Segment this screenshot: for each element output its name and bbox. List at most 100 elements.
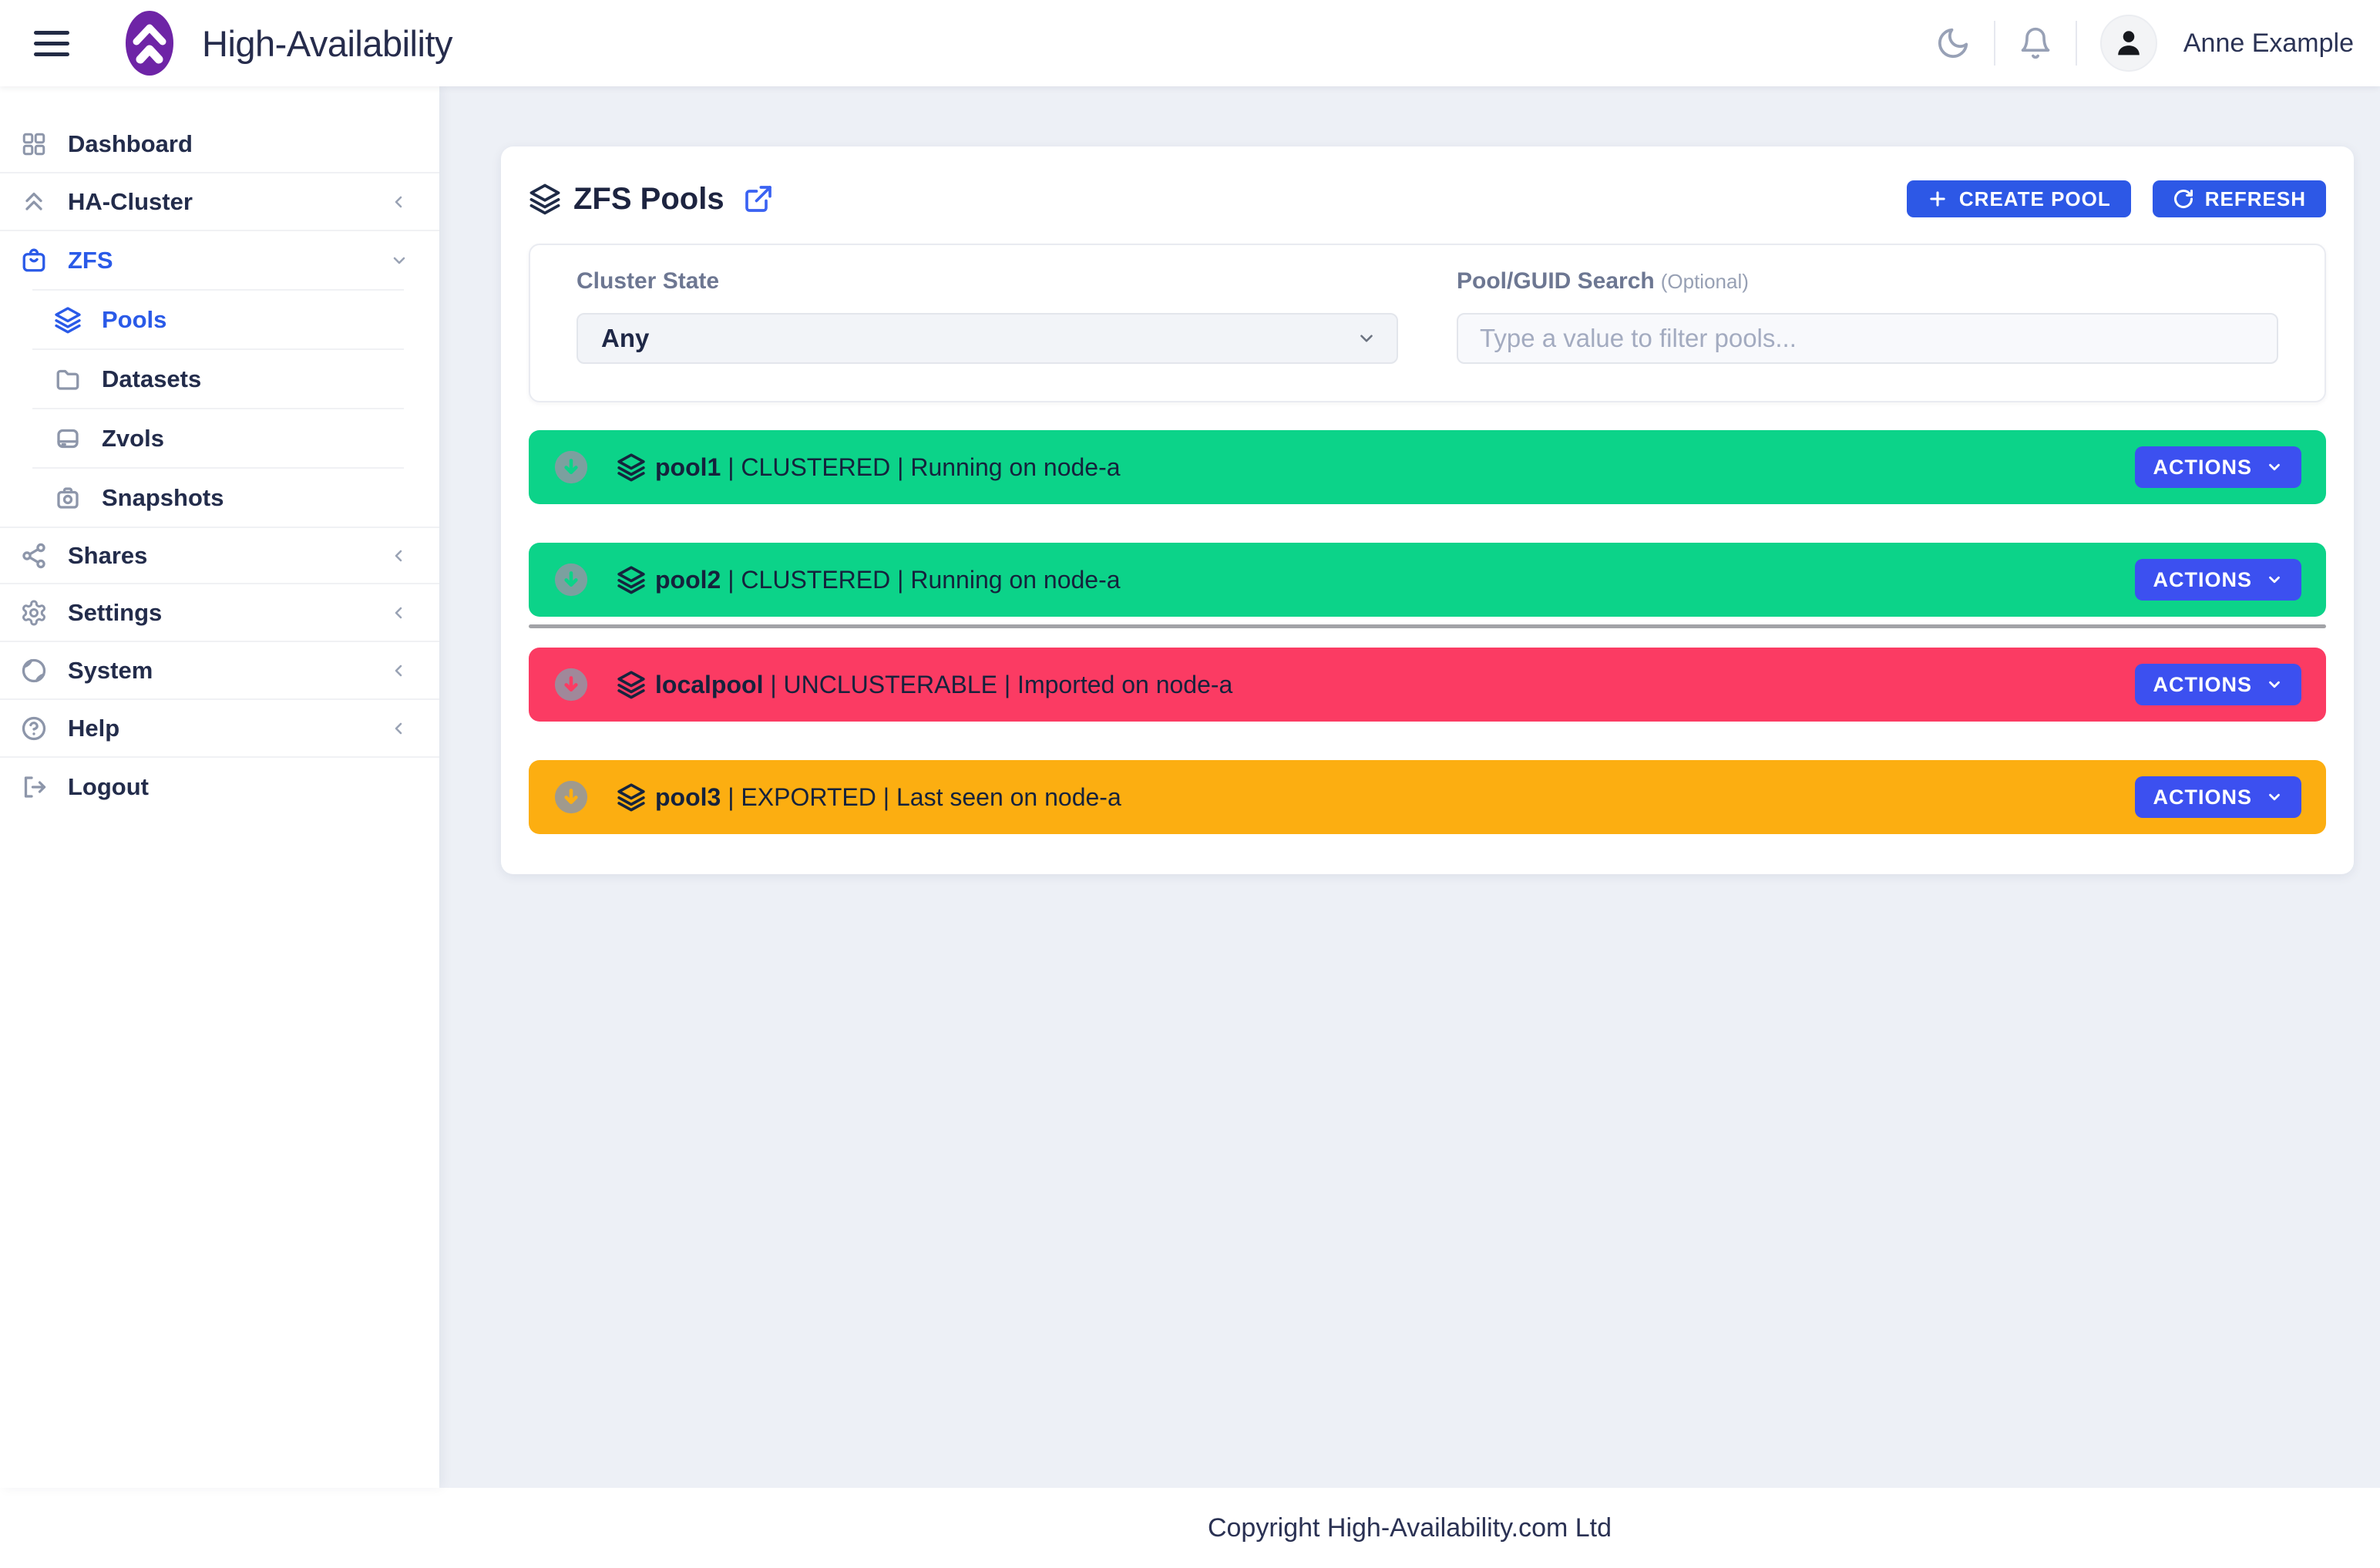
app-logo: [125, 10, 174, 76]
sidebar-item-label: Zvols: [102, 424, 164, 452]
footer: Copyright High-Availability.com Ltd: [0, 1488, 2380, 1568]
create-pool-label: CREATE POOL: [1958, 187, 2111, 210]
sidebar-item-zvols[interactable]: Zvols: [0, 409, 439, 467]
pool-status: | CLUSTERED | Running on node-a: [721, 453, 1121, 481]
layers-icon: [617, 565, 646, 594]
expand-pool-icon[interactable]: [553, 667, 589, 702]
filter-panel: Cluster State Any Pool/GUID Search (Optio…: [529, 244, 2326, 402]
actions-label: ACTIONS: [2153, 672, 2252, 696]
pool-list: pool1 | CLUSTERED | Running on node-a AC…: [529, 430, 2326, 834]
globe-icon: [20, 657, 48, 685]
sidebar-item-zfs[interactable]: ZFS: [0, 231, 439, 289]
divider: [32, 289, 404, 291]
sidebar-item-dashboard[interactable]: Dashboard: [0, 116, 439, 173]
chevron-left-icon: [390, 193, 408, 211]
sidebar: Dashboard HA-Cluster ZFS Pools Datasets: [0, 86, 439, 1488]
refresh-label: REFRESH: [2204, 187, 2306, 210]
pool-group-divider: [529, 624, 2326, 628]
expand-pool-icon[interactable]: [553, 562, 589, 597]
card-header: ZFS Pools CREATE POOL REFRESH: [529, 174, 2326, 224]
pool-name: localpool: [655, 670, 764, 698]
sidebar-item-label: Snapshots: [102, 483, 224, 511]
moon-icon[interactable]: [1935, 25, 1971, 61]
copyright-text: Copyright High-Availability.com Ltd: [1207, 1512, 1612, 1543]
menu-icon[interactable]: [34, 30, 69, 56]
external-link-icon[interactable]: [743, 183, 774, 214]
bag-icon: [20, 247, 48, 274]
cluster-state-label: Cluster State: [577, 268, 720, 294]
expand-pool-icon[interactable]: [553, 449, 589, 485]
pool-row: pool3 | EXPORTED | Last seen on node-a A…: [529, 760, 2326, 834]
app-title: High-Availability: [202, 22, 453, 64]
divider: [32, 408, 404, 409]
pool-name: pool2: [655, 565, 721, 594]
chevron-left-icon: [390, 547, 408, 565]
sidebar-item-system[interactable]: System: [0, 642, 439, 700]
layers-icon: [617, 782, 646, 812]
pool-row: localpool | UNCLUSTERABLE | Imported on …: [529, 648, 2326, 722]
pool-actions-button[interactable]: ACTIONS: [2134, 776, 2301, 818]
divider: [32, 348, 404, 350]
logout-icon: [20, 773, 48, 801]
chevron-down-icon: [1356, 328, 1377, 348]
pool-actions-button[interactable]: ACTIONS: [2134, 664, 2301, 705]
help-circle-icon: [20, 715, 48, 742]
pool-name: pool1: [655, 453, 721, 481]
pool-status: | UNCLUSTERABLE | Imported on node-a: [763, 670, 1233, 698]
refresh-button[interactable]: REFRESH: [2152, 180, 2326, 217]
cluster-state-field: Cluster State Any: [577, 268, 1398, 364]
actions-label: ACTIONS: [2153, 567, 2252, 591]
pool-actions-button[interactable]: ACTIONS: [2134, 446, 2301, 488]
folder-icon: [54, 365, 82, 393]
actions-label: ACTIONS: [2153, 785, 2252, 809]
sidebar-item-help[interactable]: Help: [0, 700, 439, 758]
chevron-left-icon: [390, 604, 408, 622]
pool-status: | EXPORTED | Last seen on node-a: [721, 782, 1121, 811]
bell-icon[interactable]: [2019, 26, 2052, 60]
chevrons-up-icon: [20, 188, 48, 216]
layers-icon: [529, 183, 561, 215]
create-pool-button[interactable]: CREATE POOL: [1906, 180, 2131, 217]
sidebar-item-settings[interactable]: Settings: [0, 584, 439, 642]
sidebar-item-label: Dashboard: [68, 130, 193, 157]
sidebar-item-label: Shares: [68, 541, 148, 569]
page-title: ZFS Pools: [573, 181, 724, 216]
sidebar-item-ha-cluster[interactable]: HA-Cluster: [0, 173, 439, 231]
actions-label: ACTIONS: [2153, 455, 2252, 479]
layers-icon: [617, 670, 646, 699]
pool-status: | CLUSTERED | Running on node-a: [721, 565, 1121, 594]
camera-icon: [54, 484, 82, 512]
divider: [2075, 21, 2077, 66]
zfs-pools-card: ZFS Pools CREATE POOL REFRESH Cluster St…: [501, 146, 2354, 874]
grid-icon: [20, 130, 48, 158]
pool-search-field: Pool/GUID Search (Optional): [1457, 268, 2278, 364]
chevron-left-icon: [390, 719, 408, 738]
divider: [32, 467, 404, 469]
user-name: Anne Example: [2183, 28, 2354, 58]
sidebar-item-label: HA-Cluster: [68, 187, 193, 215]
sidebar-item-snapshots[interactable]: Snapshots: [0, 469, 439, 527]
pool-actions-button[interactable]: ACTIONS: [2134, 559, 2301, 601]
pool-search-input[interactable]: [1457, 313, 2278, 364]
divider: [1993, 21, 1995, 66]
sidebar-item-label: Pools: [102, 305, 167, 333]
pool-row: pool1 | CLUSTERED | Running on node-a AC…: [529, 430, 2326, 504]
sidebar-item-label: System: [68, 656, 153, 684]
sidebar-item-logout[interactable]: Logout: [0, 758, 439, 816]
layers-icon: [617, 453, 646, 482]
expand-pool-icon[interactable]: [553, 779, 589, 815]
sidebar-item-label: ZFS: [68, 246, 113, 274]
sidebar-item-datasets[interactable]: Datasets: [0, 350, 439, 408]
pool-row: pool2 | CLUSTERED | Running on node-a AC…: [529, 543, 2326, 617]
share-icon: [20, 542, 48, 570]
cluster-state-select[interactable]: Any: [577, 313, 1398, 364]
avatar[interactable]: [2099, 15, 2157, 72]
sidebar-item-pools[interactable]: Pools: [0, 291, 439, 348]
sidebar-item-shares[interactable]: Shares: [0, 527, 439, 584]
pool-search-label: Pool/GUID Search (Optional): [1457, 268, 1749, 294]
drive-icon: [54, 425, 82, 453]
top-navbar: High-Availability Anne Example: [0, 0, 2380, 86]
sidebar-item-label: Help: [68, 714, 120, 742]
sidebar-item-label: Logout: [68, 772, 150, 800]
sidebar-item-label: Settings: [68, 598, 163, 626]
